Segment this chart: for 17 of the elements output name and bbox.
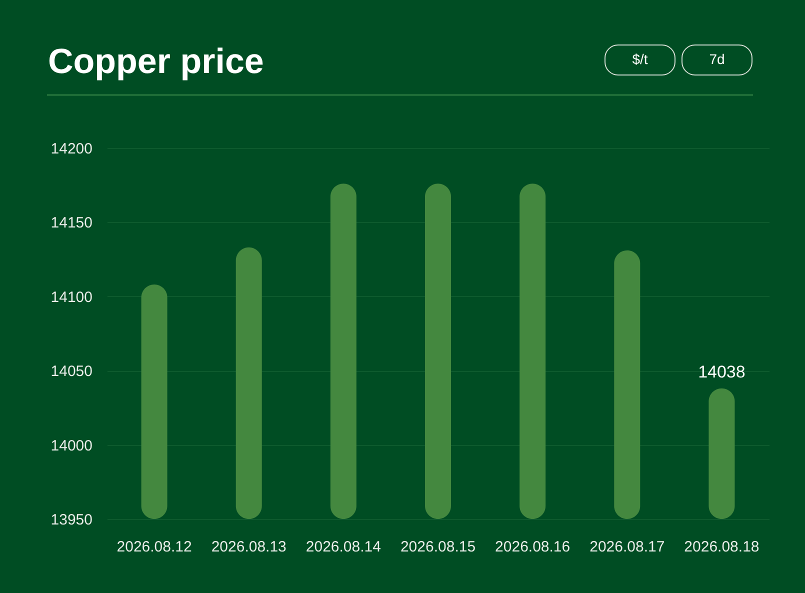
x-tick-label: 2026.08.13 bbox=[211, 538, 286, 556]
text: $/t bbox=[632, 51, 648, 67]
y-tick-label: 14000 bbox=[50, 437, 92, 454]
text: 7d bbox=[709, 51, 725, 67]
x-tick-label: 2026.08.12 bbox=[116, 538, 192, 556]
y-tick-label: 14100 bbox=[50, 288, 92, 306]
y-tick-label: 14200 bbox=[50, 140, 92, 158]
x-tick-label: 2026.08.15 bbox=[400, 538, 476, 556]
y-tick-label: 13950 bbox=[50, 512, 92, 528]
x-tick-label: 2026.08.14 bbox=[306, 538, 381, 556]
x-tick-label: 2026.08.18 bbox=[684, 538, 760, 556]
data-label: 14038 bbox=[698, 362, 746, 382]
y-tick-label: 14150 bbox=[50, 214, 92, 232]
chart-title: Copper price bbox=[48, 42, 264, 81]
x-tick-label: 2026.08.16 bbox=[495, 538, 570, 556]
y-tick-label: 14050 bbox=[50, 363, 92, 380]
x-tick-label: 2026.08.17 bbox=[590, 538, 665, 556]
